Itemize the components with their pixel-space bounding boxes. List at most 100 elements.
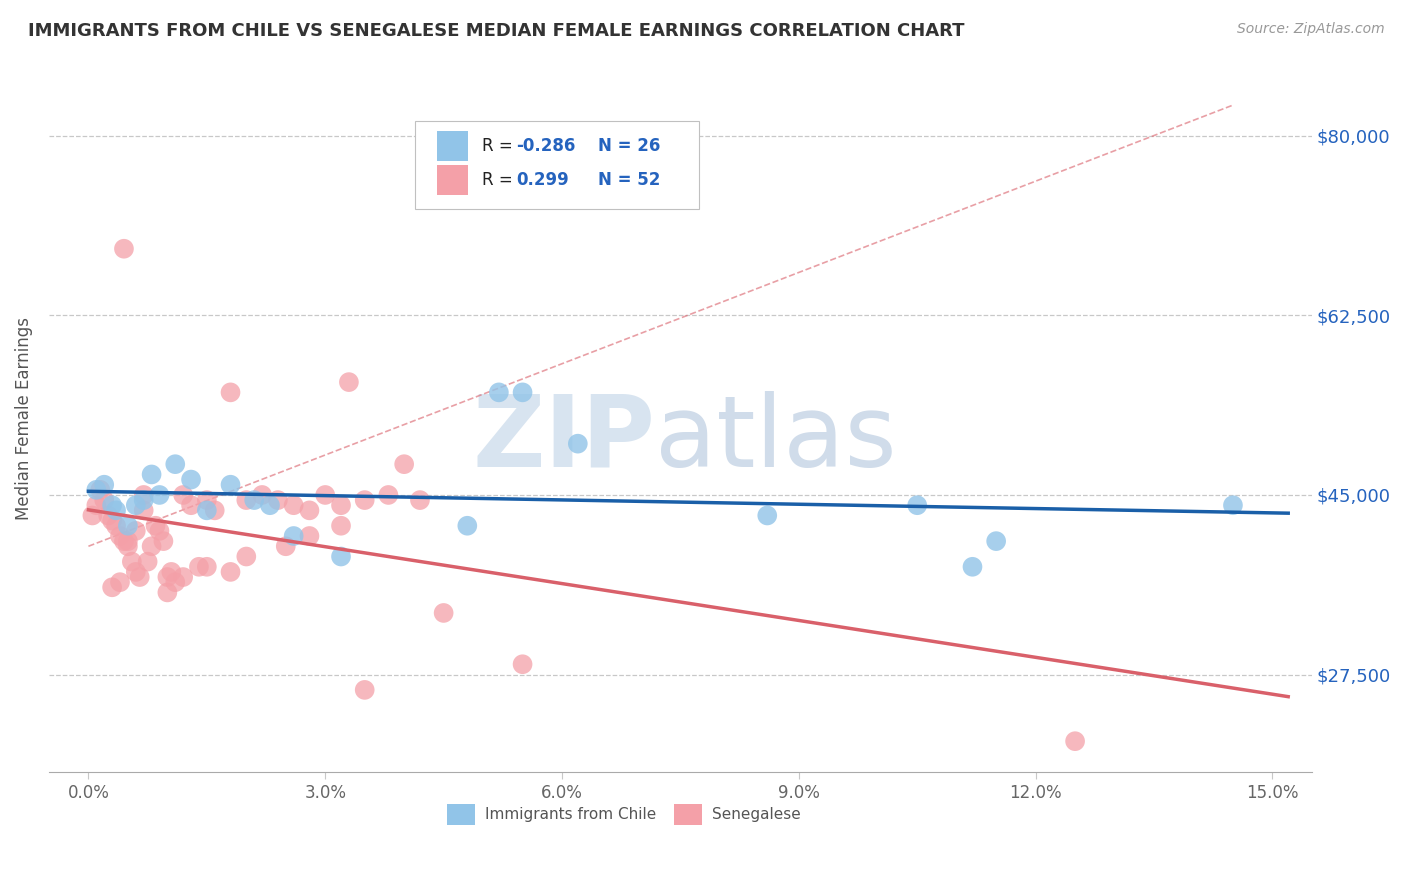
Point bbox=[409, 493, 432, 508]
Point bbox=[905, 498, 928, 512]
FancyBboxPatch shape bbox=[437, 165, 468, 195]
Point bbox=[337, 375, 360, 389]
Y-axis label: Median Female Earnings: Median Female Earnings bbox=[15, 317, 32, 519]
Point bbox=[180, 473, 202, 487]
Point bbox=[105, 503, 128, 517]
Point bbox=[283, 529, 305, 543]
Point bbox=[125, 524, 148, 538]
Point bbox=[392, 457, 415, 471]
Point bbox=[219, 565, 242, 579]
Point bbox=[156, 570, 179, 584]
Point bbox=[101, 498, 124, 512]
Text: 0.299: 0.299 bbox=[516, 171, 569, 189]
Point bbox=[132, 493, 155, 508]
Point bbox=[136, 555, 159, 569]
Point bbox=[353, 493, 375, 508]
FancyBboxPatch shape bbox=[437, 131, 468, 161]
Point bbox=[353, 682, 375, 697]
Point bbox=[219, 385, 242, 400]
Point bbox=[377, 488, 399, 502]
Point bbox=[105, 518, 128, 533]
Point bbox=[117, 539, 139, 553]
Point bbox=[125, 565, 148, 579]
Point bbox=[145, 518, 167, 533]
Point bbox=[180, 498, 202, 512]
Point bbox=[132, 488, 155, 502]
Point bbox=[148, 524, 170, 538]
Point bbox=[117, 534, 139, 549]
FancyBboxPatch shape bbox=[415, 120, 699, 210]
Point bbox=[756, 508, 779, 523]
Text: Immigrants from Chile: Immigrants from Chile bbox=[485, 807, 657, 822]
Point bbox=[235, 493, 257, 508]
Text: N = 26: N = 26 bbox=[599, 137, 661, 155]
Point bbox=[243, 493, 266, 508]
Point bbox=[219, 477, 242, 491]
Point bbox=[298, 529, 321, 543]
Point bbox=[330, 518, 353, 533]
Point bbox=[283, 498, 305, 512]
Point bbox=[456, 518, 478, 533]
Text: IMMIGRANTS FROM CHILE VS SENEGALESE MEDIAN FEMALE EARNINGS CORRELATION CHART: IMMIGRANTS FROM CHILE VS SENEGALESE MEDI… bbox=[28, 22, 965, 40]
Point bbox=[330, 498, 353, 512]
Point bbox=[101, 580, 124, 594]
Point bbox=[172, 488, 194, 502]
Point bbox=[330, 549, 353, 564]
Point bbox=[141, 467, 163, 482]
Point bbox=[314, 488, 336, 502]
Point bbox=[128, 570, 150, 584]
Point bbox=[274, 539, 297, 553]
Point bbox=[121, 555, 143, 569]
Point bbox=[97, 508, 120, 523]
Point bbox=[108, 529, 131, 543]
Point bbox=[93, 477, 115, 491]
Point bbox=[141, 539, 163, 553]
Point bbox=[172, 570, 194, 584]
Text: ZIP: ZIP bbox=[472, 391, 655, 488]
Point bbox=[93, 493, 115, 508]
FancyBboxPatch shape bbox=[673, 804, 702, 825]
Point bbox=[204, 503, 226, 517]
Point bbox=[512, 657, 534, 672]
Point bbox=[152, 534, 174, 549]
Point bbox=[132, 503, 155, 517]
Point bbox=[165, 457, 187, 471]
Point bbox=[195, 493, 218, 508]
Point bbox=[86, 498, 108, 512]
Point bbox=[187, 559, 209, 574]
Point bbox=[962, 559, 984, 574]
Text: Source: ZipAtlas.com: Source: ZipAtlas.com bbox=[1237, 22, 1385, 37]
Point bbox=[117, 518, 139, 533]
Text: Senegalese: Senegalese bbox=[711, 807, 801, 822]
Point bbox=[1064, 734, 1087, 748]
Point bbox=[195, 559, 218, 574]
Point bbox=[82, 508, 104, 523]
Text: R =: R = bbox=[482, 137, 519, 155]
Point bbox=[160, 565, 183, 579]
Point bbox=[89, 483, 111, 497]
Point bbox=[148, 488, 170, 502]
Point bbox=[512, 385, 534, 400]
Point bbox=[235, 549, 257, 564]
Point bbox=[1222, 498, 1244, 512]
Point bbox=[259, 498, 281, 512]
Point bbox=[298, 503, 321, 517]
Point bbox=[986, 534, 1008, 549]
FancyBboxPatch shape bbox=[447, 804, 475, 825]
Point bbox=[267, 493, 290, 508]
Point bbox=[156, 585, 179, 599]
Point bbox=[433, 606, 456, 620]
Text: R =: R = bbox=[482, 171, 519, 189]
Point bbox=[86, 483, 108, 497]
Point bbox=[488, 385, 510, 400]
Point bbox=[112, 242, 135, 256]
Text: N = 52: N = 52 bbox=[599, 171, 661, 189]
Point bbox=[112, 534, 135, 549]
Point bbox=[108, 575, 131, 590]
Text: atlas: atlas bbox=[655, 391, 897, 488]
Point bbox=[101, 514, 124, 528]
Point bbox=[165, 575, 187, 590]
Point bbox=[125, 498, 148, 512]
Point bbox=[195, 503, 218, 517]
Point bbox=[250, 488, 273, 502]
